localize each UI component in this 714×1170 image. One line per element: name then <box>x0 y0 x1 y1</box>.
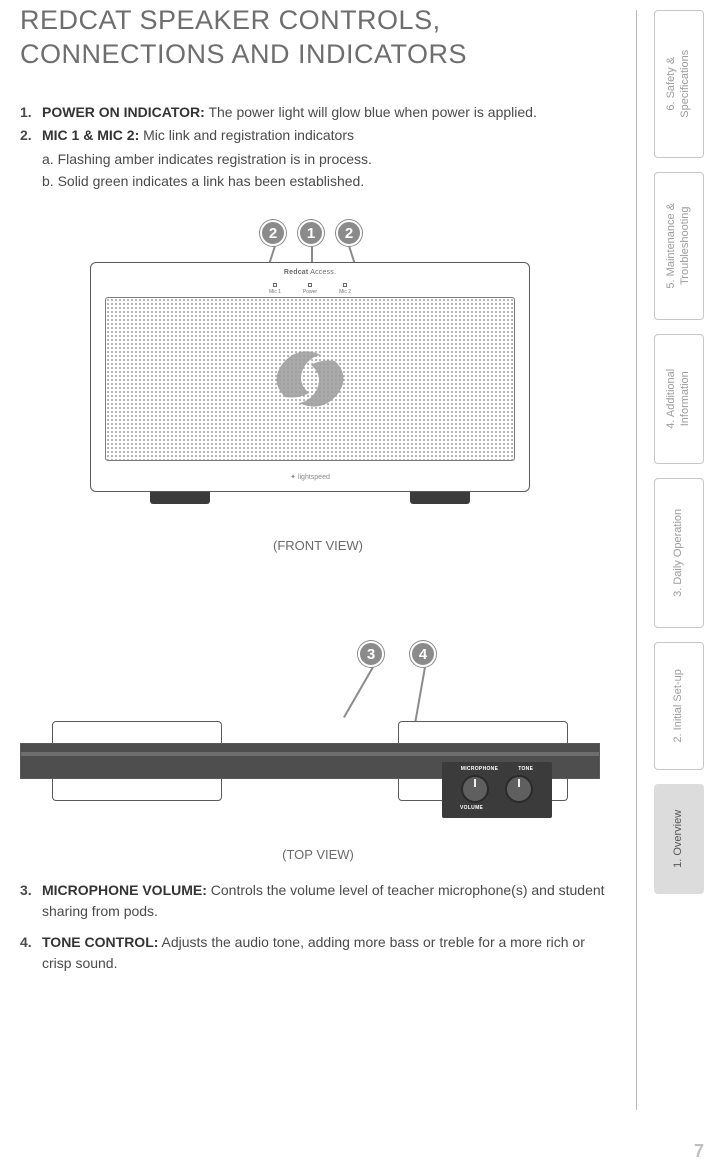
tab-initial-setup[interactable]: 2. Initial Set-up <box>654 642 704 770</box>
item1-text: The power light will glow blue when powe… <box>205 104 537 120</box>
page-number: 7 <box>694 1141 704 1162</box>
control-panel: MICROPHONE TONE VOLUME <box>442 762 552 818</box>
tab3-label: 3. Daily Operation <box>672 509 686 597</box>
item2-sub-b: b. Solid green indicates a link has been… <box>20 171 616 193</box>
swirl-icon <box>265 339 355 419</box>
tab-maintenance-troubleshooting[interactable]: 5. Maintenance &Troubleshooting <box>654 172 704 320</box>
list-item-1: 1. POWER ON INDICATOR: The power light w… <box>20 102 616 124</box>
tab1-label: 1. Overview <box>672 810 686 868</box>
microphone-volume-knob[interactable] <box>461 775 489 803</box>
callout-3: 3 <box>358 641 384 667</box>
item2-num: 2. <box>20 125 42 147</box>
tab6-label: 6. Safety &Specifications <box>665 50 693 118</box>
mic1-indicator-icon <box>273 283 277 287</box>
mic2-indicator-icon <box>343 283 347 287</box>
vertical-divider <box>636 10 637 1110</box>
callout-1: 1 <box>298 220 324 246</box>
callout-2-left: 2 <box>260 220 286 246</box>
tab5-label: 5. Maintenance &Troubleshooting <box>665 203 693 289</box>
power-indicator-icon <box>308 283 312 287</box>
callout-2-right: 2 <box>336 220 362 246</box>
front-caption: (FRONT VIEW) <box>20 538 616 553</box>
tab2-label: 2. Initial Set-up <box>672 669 686 742</box>
item2-lead: MIC 1 & MIC 2: <box>42 127 139 143</box>
power-label: Power <box>303 289 317 295</box>
mic1-label: Mic 1 <box>269 289 281 295</box>
tab-daily-operation[interactable]: 3. Daily Operation <box>654 478 704 628</box>
item4-lead: TONE CONTROL: <box>42 934 158 950</box>
list-item-2: 2. MIC 1 & MIC 2: Mic link and registrat… <box>20 125 616 147</box>
item1-lead: POWER ON INDICATOR: <box>42 104 205 120</box>
item2-text: Mic link and registration indicators <box>139 127 354 143</box>
volume-label: VOLUME <box>460 805 483 811</box>
figure-top: 3 4 MICROPHONE TONE <box>20 643 616 843</box>
tab-safety-specifications[interactable]: 6. Safety &Specifications <box>654 10 704 158</box>
speaker-front-body: Redcat Access. Mic 1 Power Mic 2 ✦ light… <box>90 262 530 492</box>
mic2-label: Mic 2 <box>339 289 351 295</box>
tab-overview[interactable]: 1. Overview <box>654 784 704 894</box>
figure-front: 2 1 2 Redcat Access. Mic 1 Power Mic 2 <box>20 222 616 522</box>
list-item-3: 3. MICROPHONE VOLUME: Controls the volum… <box>20 880 616 922</box>
title-line1: REDCAT SPEAKER CONTROLS, <box>20 5 441 35</box>
speaker-grille <box>105 297 515 461</box>
tone-label: TONE <box>518 766 533 772</box>
item1-num: 1. <box>20 102 42 124</box>
title-line2: CONNECTIONS AND INDICATORS <box>20 39 467 69</box>
top-caption: (TOP VIEW) <box>20 847 616 862</box>
brand-label: Redcat Access. <box>284 269 336 276</box>
tab-additional-information[interactable]: 4. AdditionalInformation <box>654 334 704 464</box>
brand-suffix: Access. <box>308 269 336 276</box>
page-title: REDCAT SPEAKER CONTROLS, CONNECTIONS AND… <box>20 4 616 72</box>
speaker-foot-left <box>150 492 210 504</box>
mic-label: MICROPHONE <box>461 766 498 772</box>
top-bar-strip <box>21 752 599 756</box>
brand-bold: Redcat <box>284 269 309 276</box>
item4-num: 4. <box>20 932 42 974</box>
tab4-label: 4. AdditionalInformation <box>665 369 693 429</box>
item2-sub-a: a. Flashing amber indicates registration… <box>20 149 616 171</box>
lightspeed-label: ✦ lightspeed <box>290 473 330 481</box>
item3-num: 3. <box>20 880 42 922</box>
tone-knob[interactable] <box>505 775 533 803</box>
list-item-4: 4. TONE CONTROL: Adjusts the audio tone,… <box>20 932 616 974</box>
callout-4: 4 <box>410 641 436 667</box>
speaker-foot-right <box>410 492 470 504</box>
item3-lead: MICROPHONE VOLUME: <box>42 882 207 898</box>
